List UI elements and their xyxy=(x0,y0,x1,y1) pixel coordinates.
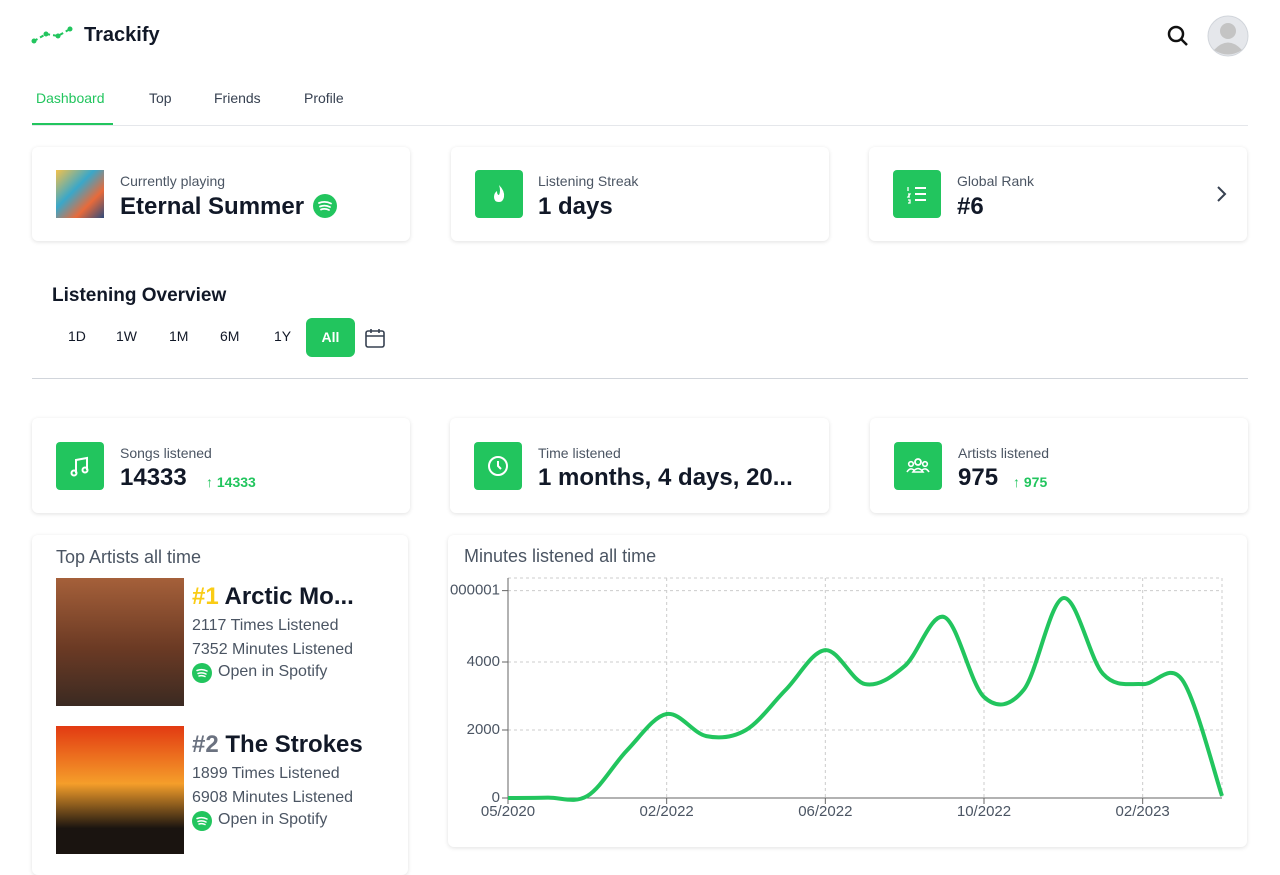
x-tick-label: 02/2022 xyxy=(640,803,694,820)
y-tick-label: 000001 xyxy=(450,582,500,599)
delta: 14333 xyxy=(216,474,256,490)
spotify-icon[interactable] xyxy=(313,194,337,218)
divider xyxy=(32,378,1248,379)
artist-image xyxy=(56,578,184,706)
x-tick-label: 06/2022 xyxy=(798,803,852,820)
search-icon[interactable] xyxy=(1166,24,1190,48)
value: #6 xyxy=(957,193,984,220)
streak-card: Listening Streak 1 days xyxy=(451,147,829,241)
artist-name: The Strokes xyxy=(225,731,363,758)
minutes: 6908 Minutes Listened xyxy=(192,789,353,806)
range-button[interactable]: 1D xyxy=(68,328,86,344)
card-title: Top Artists all time xyxy=(56,547,202,567)
x-tick-label: 02/2023 xyxy=(1116,803,1170,820)
range-button[interactable]: 6M xyxy=(220,328,240,344)
value: 1 months, 4 days, 20... xyxy=(538,464,793,491)
value: 975 xyxy=(958,464,999,491)
tab-underline xyxy=(32,123,113,125)
tab[interactable]: Profile xyxy=(304,90,344,106)
minutes: 7352 Minutes Listened xyxy=(192,641,353,658)
now-playing-card: Currently playing Eternal Summer xyxy=(32,147,410,241)
times: 1899 Times Listened xyxy=(192,765,340,782)
value: 14333 xyxy=(120,464,187,491)
tab[interactable]: Friends xyxy=(214,90,261,106)
avatar[interactable] xyxy=(1207,15,1249,57)
spotify-icon xyxy=(192,811,212,831)
y-tick-label: 0 xyxy=(492,789,500,806)
times: 2117 Times Listened xyxy=(192,617,339,634)
label: Time listened xyxy=(538,445,621,461)
value: 1 days xyxy=(538,193,613,220)
y-tick-label: 2000 xyxy=(467,721,500,738)
x-tick-label: 10/2022 xyxy=(957,803,1011,820)
label: Global Rank xyxy=(957,173,1035,189)
artist-name: Arctic Mo... xyxy=(224,583,354,610)
range-button[interactable]: 1Y xyxy=(274,328,292,344)
tab[interactable]: Dashboard xyxy=(36,90,105,106)
line-series xyxy=(507,596,1224,802)
top-artists-card: Top Artists all time #1 Arctic Mo... 211… xyxy=(32,535,408,875)
artist-image xyxy=(56,726,184,854)
people-icon xyxy=(894,442,942,490)
fire-icon xyxy=(475,170,523,218)
rank-card[interactable]: Global Rank #6 xyxy=(869,147,1247,241)
range-button-active[interactable]: All xyxy=(306,318,355,357)
label: Currently playing xyxy=(120,173,226,189)
line-chart: Minutes listened all time 0 2000 4000 00000… xyxy=(450,546,1224,820)
chevron xyxy=(1217,186,1227,202)
brand: Trackify xyxy=(84,24,160,46)
track: Eternal Summer xyxy=(120,193,305,220)
clock-icon xyxy=(474,442,522,490)
divider xyxy=(32,125,1248,126)
stat-card: Time listened 1 months, 4 days, 20... xyxy=(450,418,829,513)
section-title: Listening Overview xyxy=(52,285,227,306)
stat-card: Songs listened 14333 ↑ 14333 xyxy=(32,418,410,513)
y-tick-label: 4000 xyxy=(467,653,500,670)
label: Songs listened xyxy=(120,445,212,461)
rank: #1 xyxy=(192,583,219,610)
spotify-link[interactable]: Open in Spotify xyxy=(218,663,328,680)
spotify-icon xyxy=(192,663,212,683)
delta: 975 xyxy=(1023,474,1048,490)
list-icon xyxy=(893,170,941,218)
music-icon xyxy=(56,442,104,490)
tab[interactable]: Top xyxy=(149,90,172,106)
range-button[interactable]: 1M xyxy=(169,328,189,344)
chart-title: Minutes listened all time xyxy=(464,546,656,566)
range-button[interactable]: 1W xyxy=(116,328,137,344)
chart-card: Minutes listened all time 0 2000 4000 00000… xyxy=(448,535,1247,847)
x-tick-label: 05/2020 xyxy=(481,803,535,820)
rank: #2 xyxy=(192,731,219,758)
stat-card: Artists listened 975 ↑ 975 xyxy=(870,418,1248,513)
calendar-icon[interactable] xyxy=(364,327,386,349)
spotify-link[interactable]: Open in Spotify xyxy=(218,811,328,828)
label: Listening Streak xyxy=(538,173,639,189)
label: Artists listened xyxy=(958,445,1050,461)
logo xyxy=(31,26,73,44)
album-art xyxy=(56,170,104,218)
